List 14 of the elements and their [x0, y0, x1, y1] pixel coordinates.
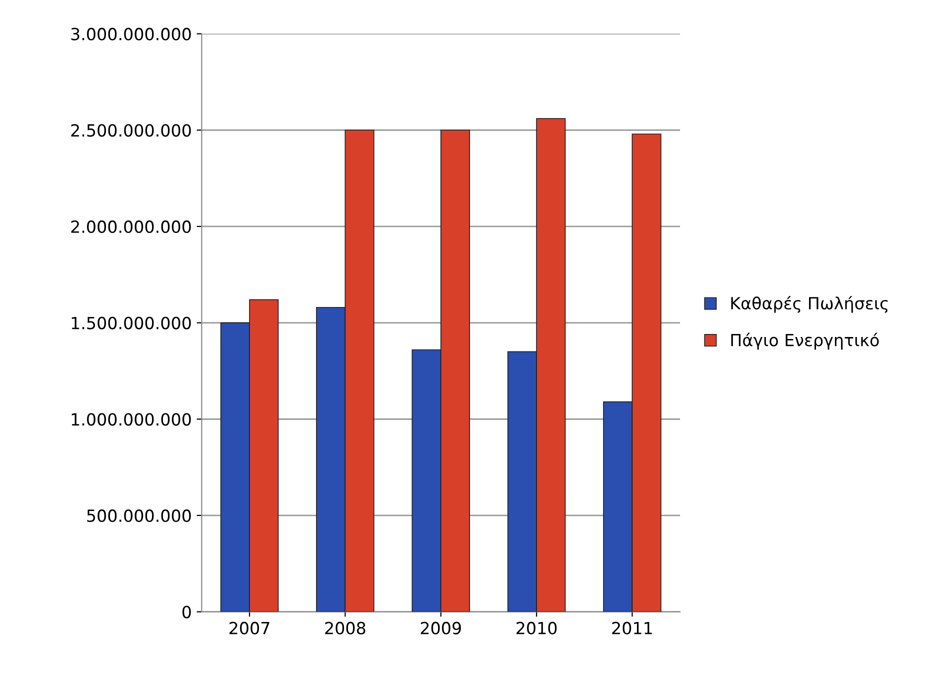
- x-tick-label: 2009: [420, 622, 461, 634]
- legend-label: Καθαρές Πωλήσεις: [731, 296, 888, 313]
- y-tick-label: 2.000.000.000: [71, 220, 191, 234]
- y-tick-label: 500.000.000: [87, 509, 191, 522]
- x-tick-label: 2011: [612, 622, 652, 634]
- y-tick-label: 3.000.000.000: [71, 28, 191, 40]
- y-tick-label: 2.500.000.000: [71, 124, 191, 137]
- x-tick-label: 2007: [230, 622, 270, 634]
- y-tick-label: 0: [182, 606, 191, 618]
- y-tick-label: 1.000.000.000: [72, 413, 191, 426]
- y-tick-label: 1.500.000.000: [72, 316, 191, 330]
- legend-label: Πάγιο Ενεργητικό: [731, 332, 879, 350]
- x-tick-label: 2010: [516, 622, 557, 634]
- x-tick-label: 2008: [325, 622, 366, 634]
